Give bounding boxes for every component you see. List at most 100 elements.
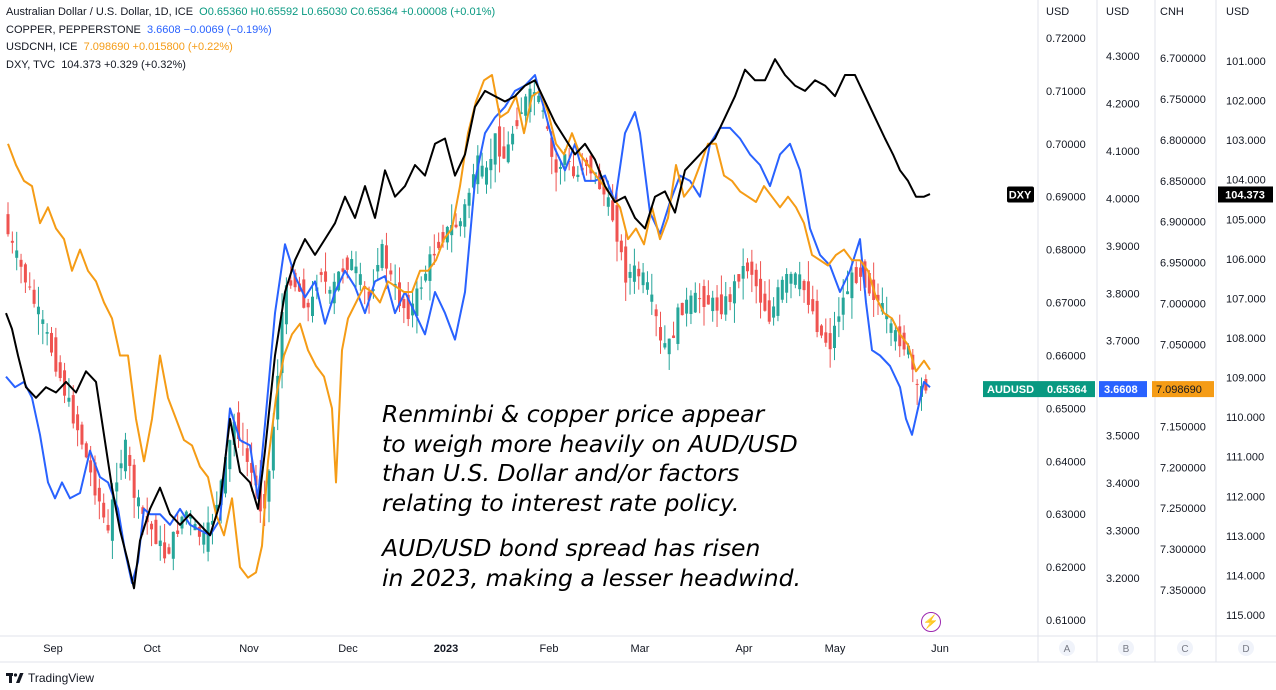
axis-B-tick-label: 4.3000 [1106,51,1140,63]
candle-body [15,250,19,258]
candle-body [432,253,436,256]
axis-C-tick-label: 7.200000 [1160,462,1206,474]
candle-body [341,268,345,272]
candle-body [115,482,119,492]
legend-copper-values: 3.6608 −0.0069 (−0.19%) [146,23,272,36]
axis-D-unit: USD [1226,6,1249,18]
candle-body [680,302,684,316]
x-tick-label: May [825,643,846,655]
candle-body [215,504,219,512]
x-tick-label: Mar [631,643,650,655]
candle-body [602,185,606,195]
candle-body [71,395,75,424]
annotation-line-4: relating to interest rate policy. [382,488,740,517]
candle-body [576,174,580,177]
candle-body [93,462,97,496]
candle-body [650,294,654,302]
axis-A-tick-label: 0.71000 [1046,86,1086,98]
footer: TradingView [6,671,94,685]
candle-body [654,309,658,317]
candle-body [306,302,310,308]
tag-copper-bg [1099,381,1147,398]
axis-C-tick-label: 6.850000 [1160,176,1206,188]
candle-body [750,261,754,275]
candle-body [76,414,80,431]
candle-body [702,286,706,307]
candle-body [158,540,162,547]
candle-body [271,426,275,471]
candle-body [171,531,175,559]
candle-body [358,274,362,285]
candle-body [789,273,793,284]
lightning-icon[interactable]: ⚡ [921,612,941,632]
series-line-dxy [5,58,931,590]
candle-body [841,297,845,315]
candle-body [724,296,728,315]
candle-body [293,272,297,288]
legend-usdcnh-values: 7.098690 +0.015800 (+0.22%) [83,41,233,53]
candle-body [441,232,445,243]
axis-D-tick-label: 103.000 [1226,135,1266,147]
pane-label-bg [1118,640,1134,656]
chart-annotation: Renminbi & copper price appear to weigh … [382,400,801,593]
candle-body [528,88,532,113]
axis-A-tick-label: 0.64000 [1046,456,1086,468]
candle-body [641,272,645,286]
axis-D-tick-label: 107.000 [1226,293,1266,305]
candle-body [706,295,710,305]
candle-body [354,266,358,274]
axis-C-tick-label: 6.700000 [1160,53,1206,65]
series-line-usdcnh [7,74,931,579]
candle-body [837,316,841,322]
annotation-line-1: Renminbi & copper price appear [382,400,765,428]
candle-body [463,204,467,227]
candle-body [785,274,789,293]
candle-body [915,383,919,385]
candle-body [54,337,58,372]
candle-body [867,273,871,294]
axis-D-tick-label: 115.000 [1226,610,1265,622]
axis-D-tick-label: 113.000 [1226,531,1265,543]
candle-body [876,294,880,301]
candle-body [424,273,428,281]
candle-body [741,265,745,279]
x-tick-label: Feb [540,643,559,655]
axis-D-tick-label: 104.000 [1226,175,1266,187]
axis-B-tick-label: 3.3000 [1106,526,1140,538]
candle-body [545,126,549,129]
candle-body [863,261,867,288]
tag-dxy-value-bg [1218,186,1273,203]
axis-C-tick-label: 7.300000 [1160,544,1206,556]
candle-body [515,120,519,127]
axis-C-unit: CNH [1160,6,1184,18]
tag-usdcnh-bg [1152,381,1214,398]
candle-body [689,295,693,315]
axis-A-tick-label: 0.69000 [1046,192,1086,204]
candle-body [84,443,88,458]
candle-body [176,530,180,534]
candle-body [415,288,419,316]
candle-body [798,274,802,290]
axis-C-tick-label: 6.750000 [1160,94,1206,106]
axis-D-tick-label: 111.000 [1226,452,1264,464]
candle-body [893,330,897,342]
annotation-line-2: to weigh more heavily on AUD/USD [382,429,798,458]
legend-dxy: DXY, TVC 104.373 +0.329 (+0.32%) [6,57,495,75]
candle-body [667,338,671,355]
candle-body [772,306,776,318]
axis-A-tick-label: 0.61000 [1046,615,1086,627]
axis-B-tick-label: 3.4000 [1106,478,1140,490]
x-tick-label: 2023 [434,643,458,655]
legend-usdcnh-name: USDCNH, ICE [6,41,78,53]
candle-body [150,523,154,530]
candle-body [380,244,384,268]
candle-body [471,174,475,188]
candle-body [10,240,14,243]
candle-body [224,457,227,494]
legend-copper-name: COPPER, PEPPERSTONE [6,23,141,36]
candle-body [267,470,271,502]
candle-body [898,326,902,347]
candle-body [815,300,819,333]
pane-label-bg [1059,640,1075,656]
candle-body [611,200,615,221]
